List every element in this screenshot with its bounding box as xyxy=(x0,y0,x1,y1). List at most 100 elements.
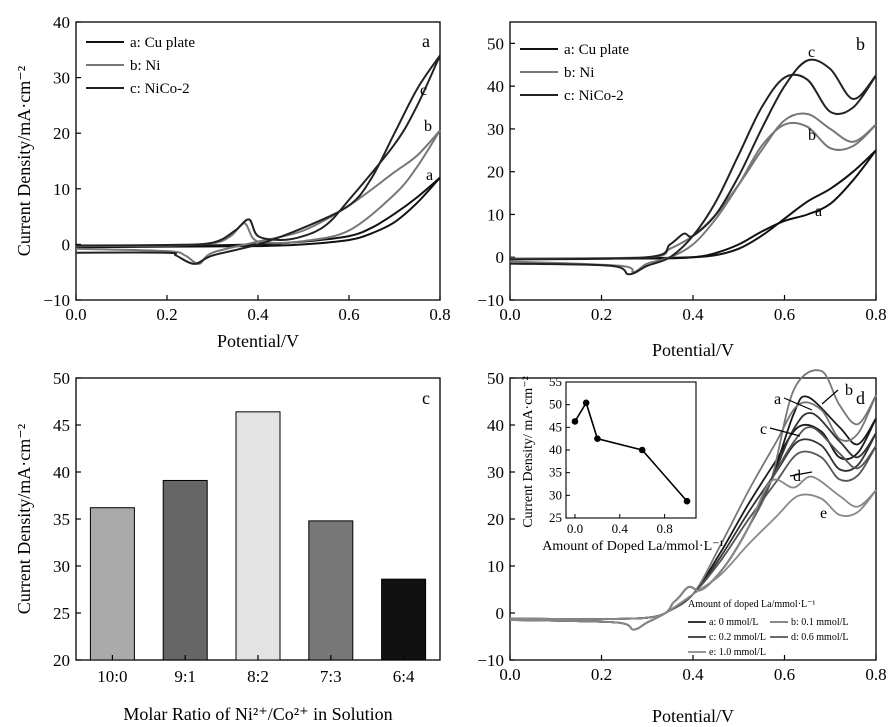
panel-a-chart: 0.0 0.2 0.4 0.6 0.8 −10 0 10 20 30 40 a: Cu plate b:… xyxy=(14,13,451,351)
inset-chart: 0.0 0.4 0.8 25 30 35 40 45 50 55 Amount of Doped L… xyxy=(521,374,724,554)
legend-entry: a: Cu plate xyxy=(564,42,629,58)
y-tick-label: 20 xyxy=(487,510,504,529)
y-tick-label: 50 xyxy=(487,34,504,53)
y-tick-label: 30 xyxy=(53,557,70,576)
bar-8:2 xyxy=(235,411,281,661)
inset-y-tick-label: 45 xyxy=(549,419,562,434)
inset-point xyxy=(582,399,590,407)
x-axis-label: Molar Ratio of Ni²⁺/Co²⁺ in Solution xyxy=(123,704,392,724)
inset-x-tick-label: 0.4 xyxy=(612,521,629,536)
legend-title: Amount of doped La/mmol·L⁻¹ xyxy=(688,599,815,610)
x-tick-label: 0.8 xyxy=(865,665,886,684)
curve-label: b xyxy=(424,118,432,135)
y-tick-label: 40 xyxy=(487,77,504,96)
inset-point xyxy=(594,435,601,442)
bar-9:1 xyxy=(162,479,208,661)
cv-curve-c xyxy=(75,54,441,265)
curve-label: a xyxy=(426,167,433,184)
inset-y-tick-label: 55 xyxy=(549,374,562,389)
legend-entry: a: 0 mmol/L xyxy=(709,617,758,628)
y-tick-label: −10 xyxy=(477,651,504,670)
y-tick-label: 35 xyxy=(53,510,70,529)
x-tick-label: 0.0 xyxy=(499,305,520,324)
x-tick-label: 0.2 xyxy=(591,665,612,684)
cv-curve-b xyxy=(509,121,877,274)
legend-entry: c: NiCo-2 xyxy=(130,81,190,97)
x-tick-label: 7:3 xyxy=(320,667,342,686)
x-tick-label: 0.0 xyxy=(499,665,520,684)
panel-label-b: b xyxy=(856,34,865,54)
inset-x-label: Amount of Doped La/mmol·L⁻¹ xyxy=(542,539,724,554)
x-tick-label: 0.0 xyxy=(65,305,86,324)
y-tick-label: 20 xyxy=(53,124,70,143)
inset-y-label: Current Density/ mA·cm⁻² xyxy=(521,376,536,528)
y-tick-label: 30 xyxy=(487,463,504,482)
curve-label: c xyxy=(420,82,427,99)
y-tick-label: −10 xyxy=(43,291,70,310)
y-tick-label: 40 xyxy=(487,416,504,435)
y-tick-label: 25 xyxy=(53,604,70,623)
inset-y-tick-label: 35 xyxy=(549,465,562,480)
y-tick-label: 0 xyxy=(496,604,505,623)
curve-label: b xyxy=(808,127,816,144)
inset-point xyxy=(638,446,646,454)
curve-label: c xyxy=(760,421,767,438)
y-tick-label: 50 xyxy=(487,369,504,388)
curve-label-arrow xyxy=(821,389,839,405)
bar-7:3 xyxy=(308,520,354,661)
panel-label-c: c xyxy=(422,388,430,408)
bar-6:4 xyxy=(381,578,427,661)
cv-curve-e xyxy=(509,489,877,631)
x-tick-label: 6:4 xyxy=(393,667,415,686)
y-tick-label: −10 xyxy=(477,291,504,310)
y-tick-label: 45 xyxy=(53,416,70,435)
legend-entry: c: NiCo-2 xyxy=(564,88,624,104)
curve-label: e xyxy=(820,505,827,522)
y-tick-label: 20 xyxy=(487,163,504,182)
inset-y-tick-label: 50 xyxy=(549,397,562,412)
bar-10:0 xyxy=(89,507,135,661)
y-tick-label: 10 xyxy=(487,557,504,576)
y-tick-label: 40 xyxy=(53,13,70,32)
y-tick-label: 50 xyxy=(53,369,70,388)
curve-label-arrow xyxy=(769,427,801,437)
legend-entry: d: 0.6 mmol/L xyxy=(791,632,849,643)
y-tick-label: 20 xyxy=(53,651,70,670)
inset-y-tick-label: 40 xyxy=(549,442,562,457)
y-tick-label: 30 xyxy=(53,69,70,88)
curve-label-arrow xyxy=(789,471,813,477)
x-axis-label: Potential/V xyxy=(652,340,734,360)
cv-curve-c xyxy=(75,54,441,247)
legend-entry: b: 0.1 mmol/L xyxy=(791,617,849,628)
x-tick-label: 0.2 xyxy=(156,305,177,324)
legend-entry: b: Ni xyxy=(130,58,160,74)
cv-curve-c xyxy=(509,58,877,261)
cv-curve-b xyxy=(75,129,441,265)
x-tick-label: 0.2 xyxy=(591,305,612,324)
inset-x-tick-label: 0.0 xyxy=(567,521,583,536)
curve-label: d xyxy=(793,468,801,485)
y-tick-label: 0 xyxy=(496,248,505,267)
curve-label: a xyxy=(815,203,822,220)
x-tick-label: 10:0 xyxy=(97,667,127,686)
x-tick-label: 8:2 xyxy=(247,667,269,686)
x-tick-label: 0.6 xyxy=(338,305,359,324)
y-tick-label: 30 xyxy=(487,120,504,139)
x-tick-label: 0.6 xyxy=(774,665,795,684)
curve-label-arrow xyxy=(783,397,813,411)
panel-label-d: d xyxy=(856,388,865,408)
curve-label: a xyxy=(774,391,781,408)
panel-b-chart: 0.0 0.2 0.4 0.6 0.8 −10 0 10 20 30 40 50 a: Cu plate… xyxy=(477,21,887,360)
x-tick-label: 0.4 xyxy=(682,305,704,324)
y-tick-label: 40 xyxy=(53,463,70,482)
inset-point xyxy=(683,497,691,505)
y-tick-label: 0 xyxy=(62,235,71,254)
legend-entry: a: Cu plate xyxy=(130,35,195,51)
legend-entry: b: Ni xyxy=(564,65,594,81)
x-axis-label: Potential/V xyxy=(652,706,734,726)
legend-entry: e: 1.0 mmol/L xyxy=(709,647,766,658)
cv-curve-e xyxy=(509,475,877,621)
curve-label: b xyxy=(845,382,853,399)
inset-y-tick-label: 25 xyxy=(549,510,562,525)
x-tick-label: 0.8 xyxy=(429,305,450,324)
